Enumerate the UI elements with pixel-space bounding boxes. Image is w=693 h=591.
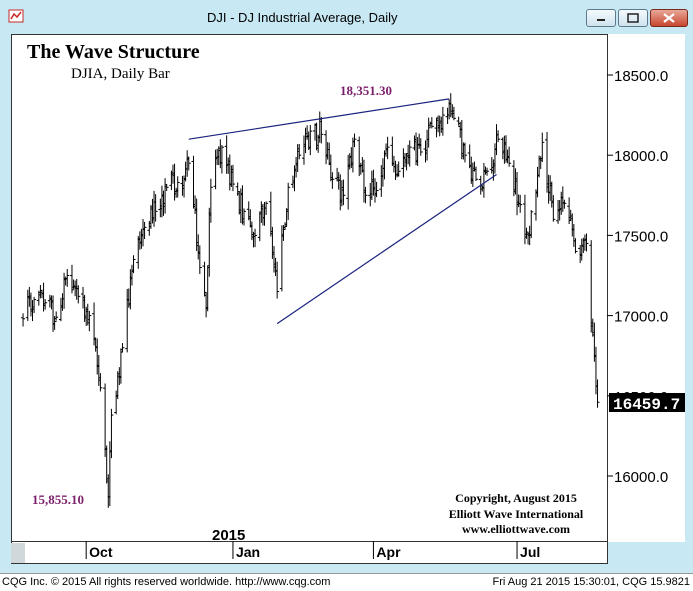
- y-tick-label: 18000.0: [614, 148, 668, 165]
- high-annotation: 18,351.30: [340, 83, 392, 98]
- window-title: DJI - DJ Industrial Average, Daily: [207, 10, 398, 25]
- status-timestamp: Fri Aug 21 2015 15:30:01, CQG 15.9821: [492, 576, 690, 588]
- x-tick-label: Apr: [376, 544, 401, 560]
- y-tick-label: 17000.0: [614, 309, 668, 326]
- low-annotation: 15,855.10: [32, 492, 84, 507]
- chart-app-icon: [8, 9, 24, 23]
- plot-area[interactable]: [11, 34, 608, 542]
- application-window: DJI - DJ Industrial Average, Daily 18500…: [0, 0, 693, 573]
- chart-subtitle: DJIA, Daily Bar: [71, 66, 170, 82]
- x-tick-label: Jan: [236, 544, 260, 560]
- minimize-button[interactable]: [586, 9, 616, 27]
- y-tick-label: 16000.0: [614, 469, 668, 486]
- x-tick-label: Jul: [520, 544, 540, 560]
- last-price-label: 16459.7: [613, 396, 680, 414]
- x-tick-label: Oct: [89, 544, 113, 560]
- maximize-button[interactable]: [618, 9, 648, 27]
- y-tick-label: 17500.0: [614, 228, 668, 245]
- last-price-box: [609, 393, 685, 412]
- copyright-line: www.elliottwave.com: [462, 522, 570, 536]
- close-icon: [663, 13, 675, 23]
- status-copyright: CQG Inc. © 2015 All rights reserved worl…: [2, 576, 331, 588]
- upper-wedge-line: [188, 98, 450, 140]
- status-bar: CQG Inc. © 2015 All rights reserved worl…: [0, 573, 693, 591]
- scroll-handle[interactable]: [11, 543, 25, 563]
- copyright-line: Copyright, August 2015: [455, 491, 577, 505]
- y-tick-label: 18500.0: [614, 68, 668, 85]
- maximize-icon: [627, 13, 639, 23]
- title-bar[interactable]: DJI - DJ Industrial Average, Daily: [0, 0, 693, 34]
- y-axis-panel[interactable]: [608, 34, 685, 542]
- copyright-line: Elliott Wave International: [449, 507, 584, 521]
- close-button[interactable]: [650, 9, 688, 27]
- minimize-icon: [597, 19, 605, 21]
- x-year-label: 2015: [212, 527, 245, 544]
- ohlc-chart: 18500.018000.017500.017000.016500.016000…: [21, 41, 685, 560]
- lower-wedge-line: [276, 173, 497, 325]
- chart-title: The Wave Structure: [27, 41, 200, 63]
